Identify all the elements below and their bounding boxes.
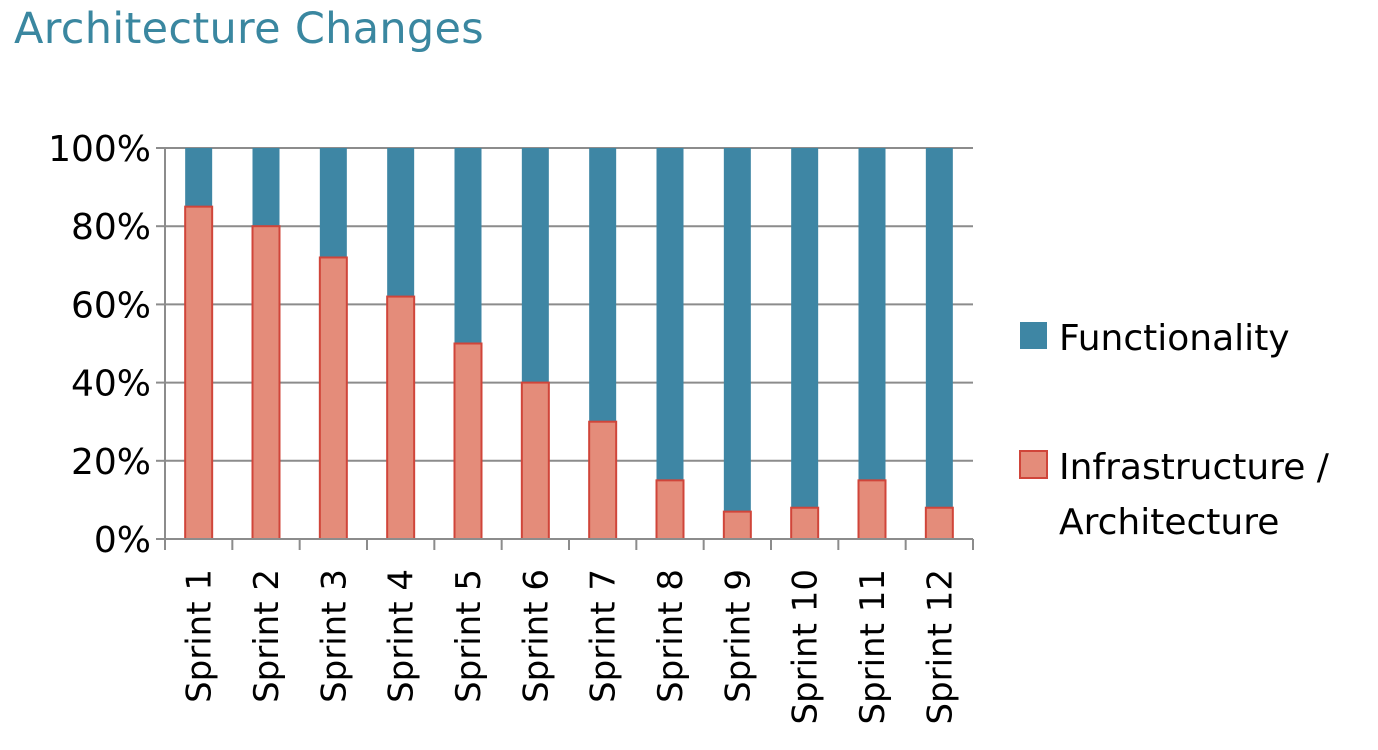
legend: Functionality Infrastructure / Architectur… [1019,318,1330,543]
legend-label: Architecture [1059,502,1279,543]
bar-infrastructure [857,479,887,541]
bars [184,148,954,541]
legend-item-functionality: Functionality [1020,318,1290,359]
legend-item-infrastructure: Infrastructure / Architecture [1019,447,1330,543]
x-tick-label: Sprint 12 [920,569,960,725]
x-tick-label: Sprint 6 [516,569,556,703]
x-tick-label: Sprint 5 [449,569,489,703]
bar-infrastructure [386,295,416,540]
bar-functionality [791,148,819,508]
bar-infrastructure [722,510,752,541]
page-title: Architecture Changes [14,4,484,54]
legend-label: Functionality [1059,318,1290,359]
y-tick-label: 20% [71,442,151,483]
bar-infrastructure [184,205,214,540]
x-tick-label: Sprint 11 [853,569,893,725]
bar-functionality [589,148,617,422]
x-tick-label: Sprint 3 [314,569,354,703]
bar-functionality [252,148,280,227]
bar-functionality [185,148,213,207]
x-tick-label: Sprint 1 [180,569,220,703]
bar-functionality [723,148,751,512]
legend-swatch [1020,322,1047,349]
bar-infrastructure [453,342,483,540]
x-tick-label: Sprint 2 [247,569,287,703]
bar-functionality [387,148,415,297]
y-tick-label: 40% [71,364,151,405]
bar-infrastructure [588,420,618,541]
x-tick-label: Sprint 8 [651,569,691,703]
bar-infrastructure [924,506,954,541]
y-tick-label: 80% [71,207,151,248]
x-tick-label: Sprint 9 [718,569,758,703]
bar-infrastructure [318,256,348,540]
x-tick-label: Sprint 7 [584,569,624,703]
bar-infrastructure [251,225,281,540]
y-tick-label: 100% [48,129,151,170]
bar-infrastructure [790,506,820,541]
legend-swatch [1019,450,1048,479]
bar-functionality [858,148,886,481]
bar-infrastructure [520,381,550,540]
x-axis-tick-labels: Sprint 1 Sprint 2 Sprint 3 Sprint 4 Sprint 5… [180,569,961,725]
x-tick-label: Sprint 10 [786,569,826,725]
y-axis-tick-labels: 0% 20% 40% 60% 80% 100% [48,129,151,561]
y-tick-label: 0% [94,520,151,561]
bar-functionality [521,148,549,383]
y-tick-label: 60% [71,285,151,326]
bar-functionality [656,148,684,481]
bar-functionality [454,148,482,344]
grid-lines [156,147,973,540]
bar-infrastructure [655,479,685,541]
legend-label: Infrastructure / [1059,447,1330,488]
x-tick-label: Sprint 4 [382,569,422,703]
bar-functionality [925,148,953,508]
axes [164,148,974,550]
bar-functionality [319,148,347,258]
